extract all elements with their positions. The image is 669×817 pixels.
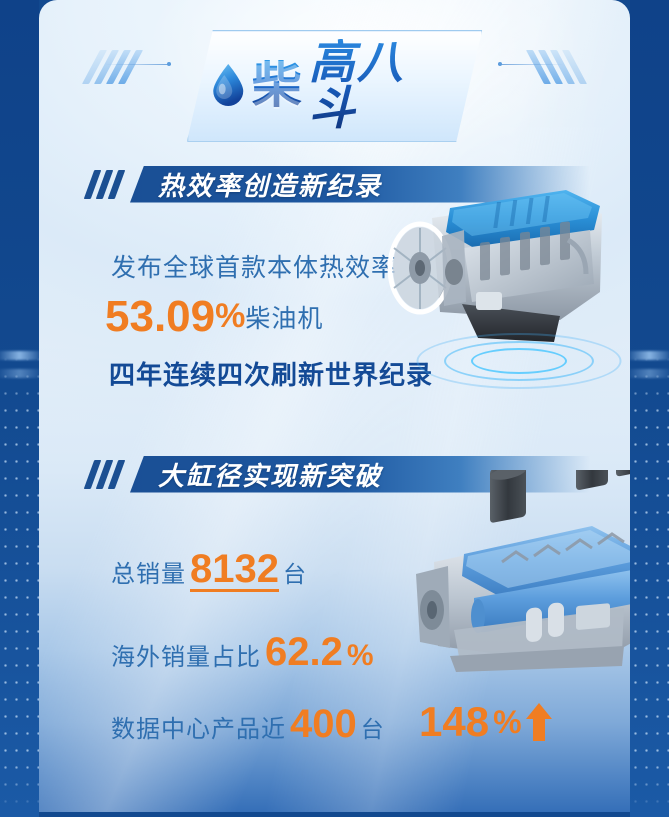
chevron-decoration-right: [525, 50, 588, 84]
large-bore-engine-illustration: [394, 470, 630, 680]
stat-overseas-share: 海外销量占比 62.2 %: [111, 630, 374, 675]
title-dot-left: [167, 62, 171, 66]
slash-decoration: [83, 169, 126, 199]
percent-symbol: %: [346, 639, 374, 672]
title-rule-right: [498, 64, 564, 65]
rail-dot-grid: [630, 351, 669, 817]
section-title-1: 热效率创造新纪录: [158, 170, 383, 201]
stat-label: 总销量: [111, 561, 186, 588]
stat-datacenter-units: 数据中心产品近 400 台: [111, 702, 384, 747]
thermal-efficiency-value: 53.09: [105, 292, 216, 341]
stat-unit: 台: [360, 716, 384, 742]
slash-decoration: [83, 459, 126, 489]
percent-symbol: %: [215, 297, 246, 335]
rail-dot-grid: [0, 351, 39, 817]
stat-value: 8132: [190, 547, 279, 592]
section-header-2: 大缸径实现新突破: [39, 452, 630, 496]
title-banner: 柴 高八斗: [39, 26, 630, 118]
percent-symbol: %: [493, 703, 522, 740]
left-decorative-rail: [0, 0, 43, 817]
title-rest-chars: 高八斗: [309, 39, 452, 131]
section1-line-1-text: 发布全球首款本体热效率: [111, 254, 398, 282]
water-drop-icon: [210, 63, 246, 107]
poster-card: 柴 高八斗 热效率创造新纪录 发布全球首款本体热效率 53.09%柴油机 四年连…: [39, 0, 630, 812]
title-rule-left: [105, 64, 171, 65]
arrow-up-icon: [525, 703, 552, 741]
title-plate: 柴 高八斗: [187, 30, 483, 142]
section1-highlight: 53.09%柴油机: [105, 292, 323, 342]
stat-unit: 台: [282, 561, 306, 587]
title-lead-char: 柴: [251, 57, 303, 113]
section1-line-3: 四年连续四次刷新世界纪录: [109, 355, 433, 392]
section-header-bar: 大缸径实现新突破: [130, 455, 630, 493]
stat-label: 数据中心产品近: [111, 716, 286, 743]
growth-value: 148: [419, 698, 490, 745]
stat-label: 海外销量占比: [111, 644, 261, 671]
title-dot-right: [498, 62, 502, 66]
section1-line-3-text: 四年连续四次刷新世界纪录: [109, 360, 434, 390]
chevron-decoration-left: [81, 50, 144, 84]
diesel-engine-illustration: [354, 152, 624, 367]
engine-type-label: 柴油机: [245, 305, 324, 333]
stat-value: 62.2: [265, 630, 343, 674]
right-decorative-rail: [626, 0, 669, 817]
stat-value: 400: [290, 702, 357, 746]
stat-total-sales: 总销量 8132 台: [111, 547, 306, 592]
section1-line-1: 发布全球首款本体热效率: [111, 248, 397, 284]
section-title-2: 大缸径实现新突破: [158, 460, 383, 491]
growth-badge: 148 %: [419, 698, 552, 746]
